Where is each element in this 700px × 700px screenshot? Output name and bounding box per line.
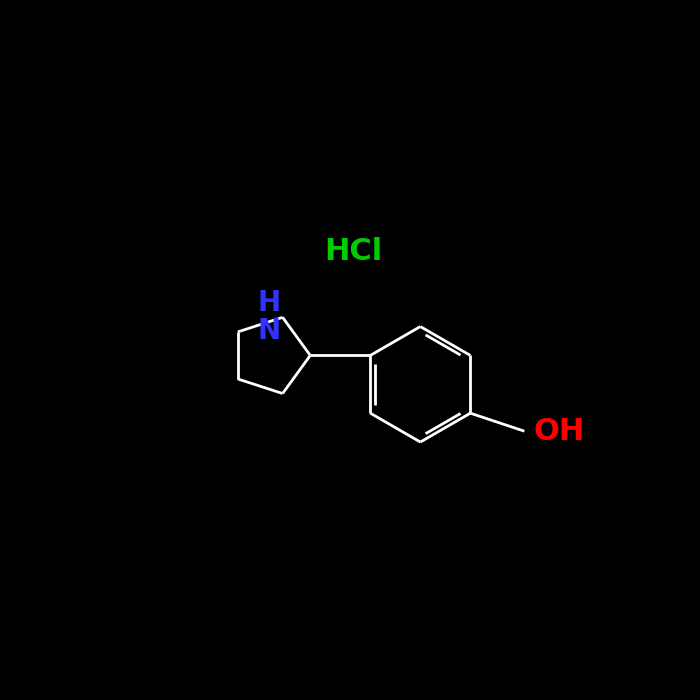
Text: H: H [257, 289, 280, 317]
Text: HCl: HCl [324, 237, 382, 267]
Text: N: N [257, 317, 280, 345]
Text: OH: OH [533, 416, 585, 446]
